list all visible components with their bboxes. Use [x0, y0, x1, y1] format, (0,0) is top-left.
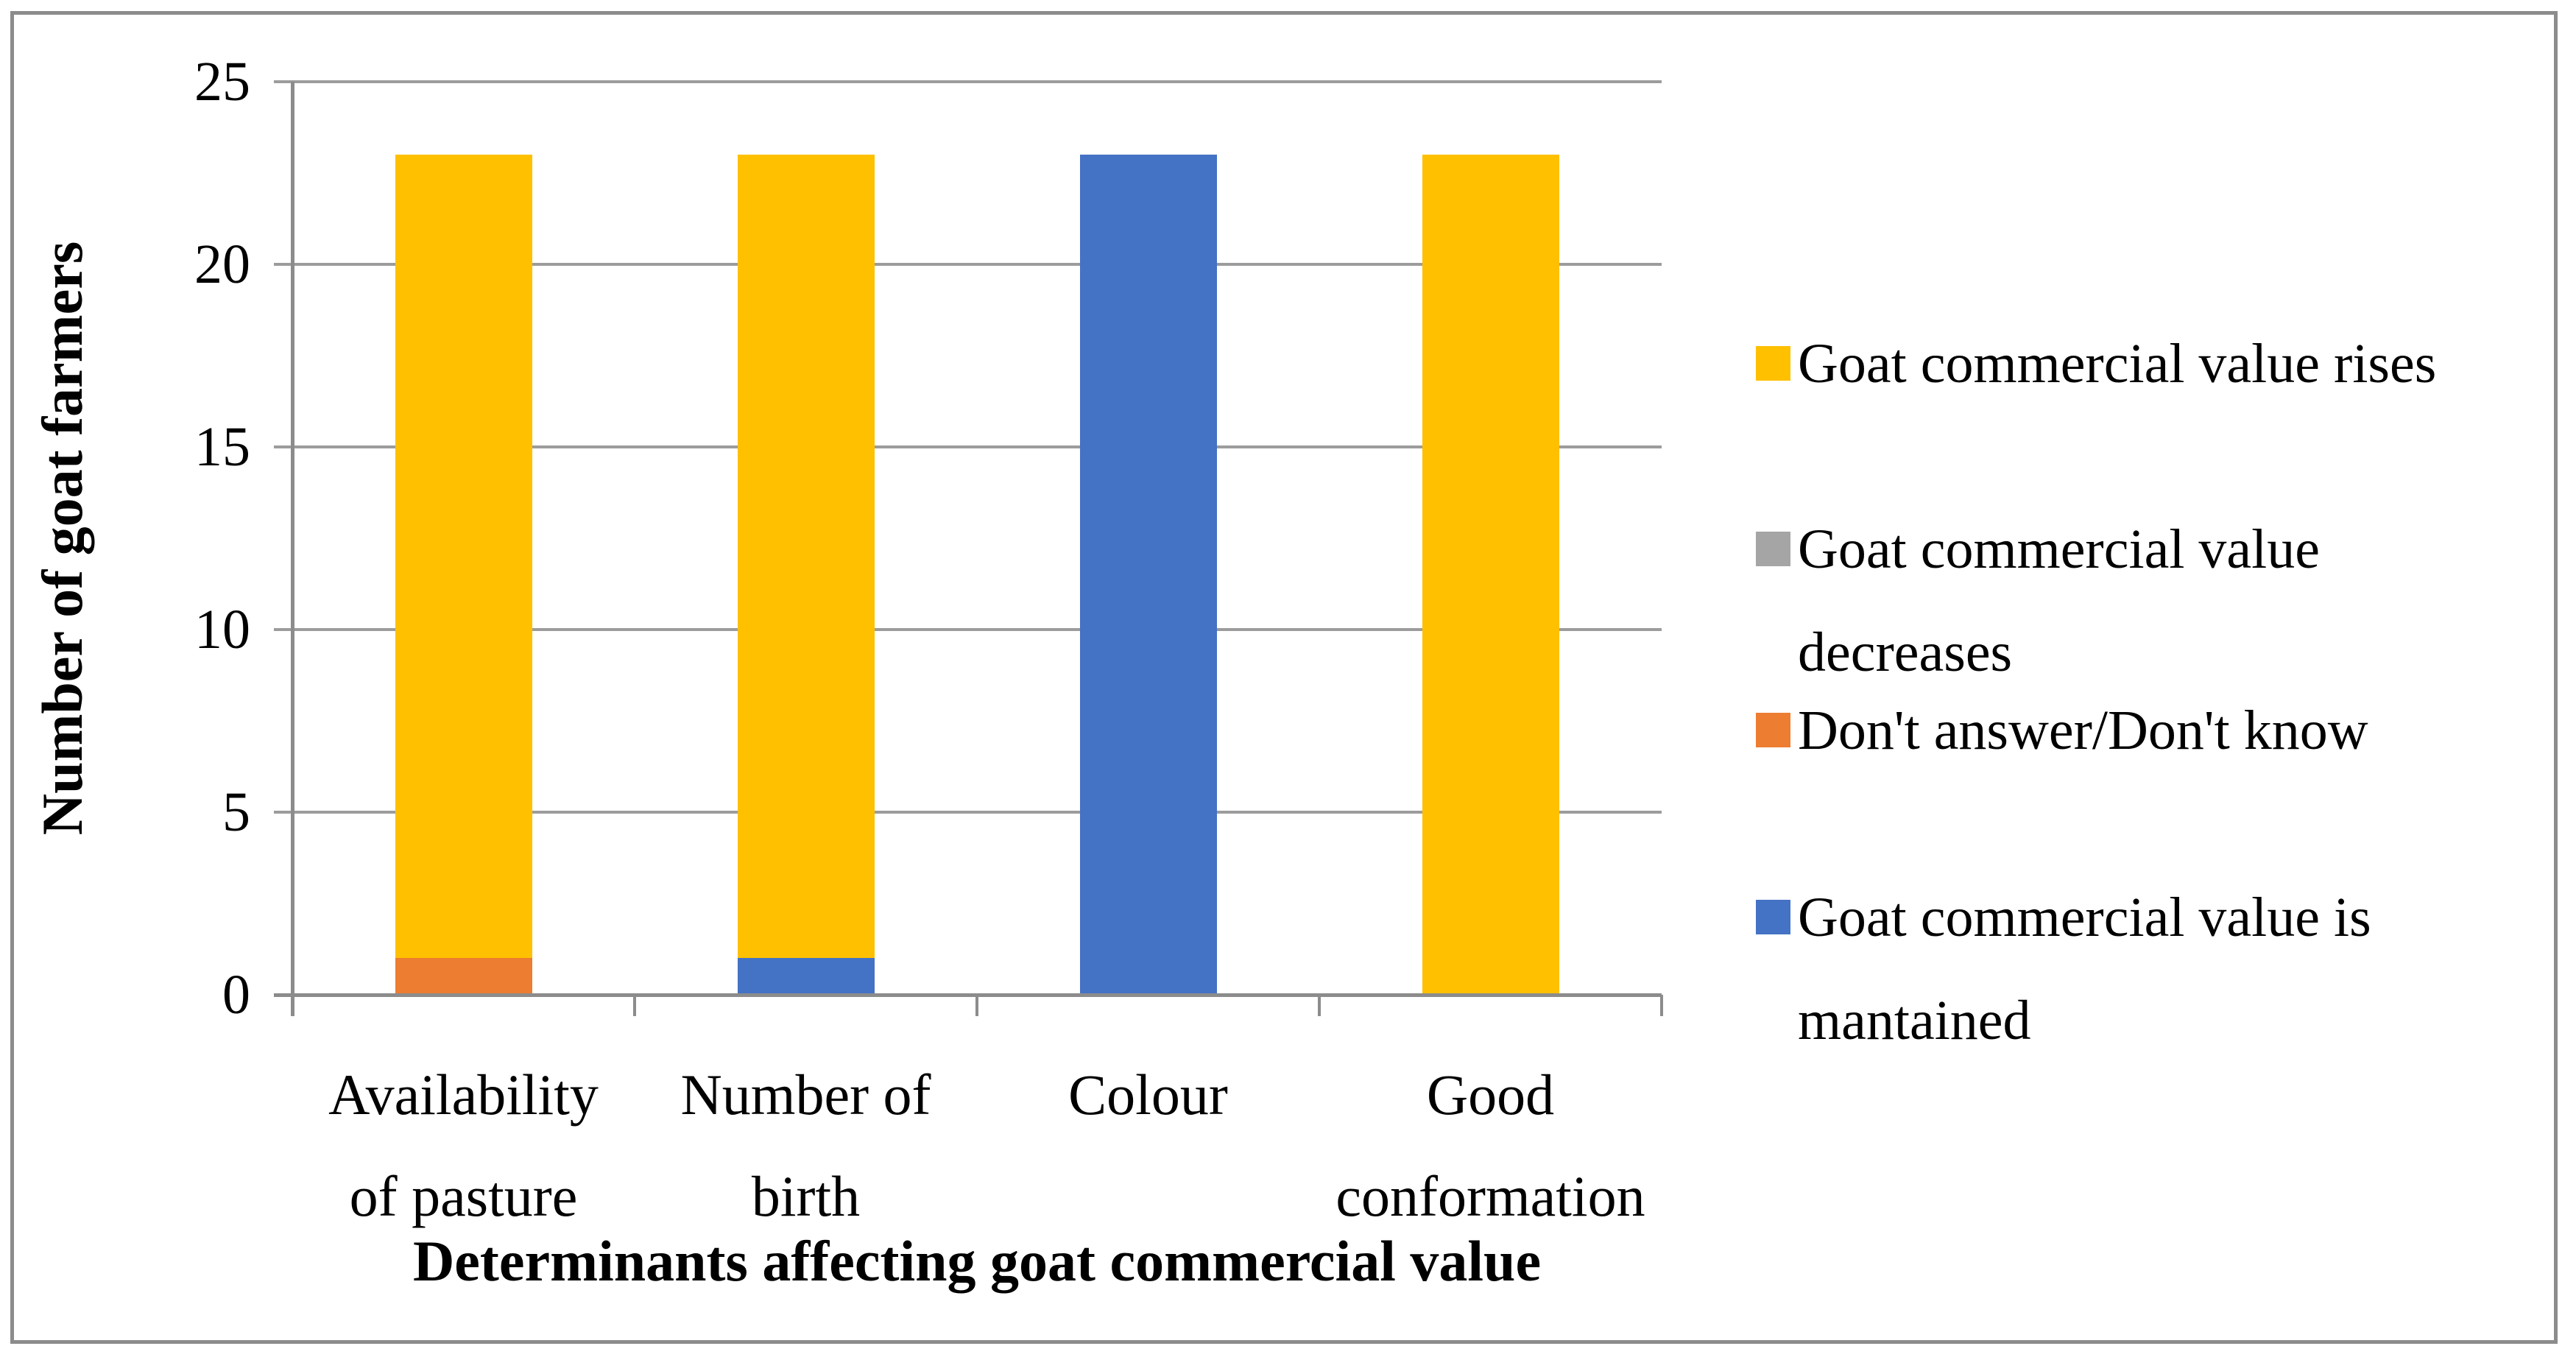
- gridline-y15: [274, 445, 1662, 448]
- gridline-y25: [274, 80, 1662, 83]
- gridline-y10: [274, 628, 1662, 631]
- legend-swatch-1: [1756, 346, 1790, 381]
- y-axis-line: [291, 82, 294, 1016]
- y-tick-label-5: 5: [222, 781, 250, 843]
- legend-swatch-2: [1756, 532, 1790, 566]
- x-axis-line: [274, 993, 1662, 997]
- x-axis-tick: [1318, 995, 1321, 1016]
- bar-segment-1: [395, 155, 532, 959]
- x-axis-tick: [633, 995, 636, 1016]
- legend-swatch-3: [1756, 713, 1790, 747]
- x-axis-title: Determinants affecting goat commercial v…: [412, 1229, 1542, 1293]
- category-label-4: Good conformation: [1335, 1063, 1645, 1228]
- bar-segment-2: [737, 155, 875, 959]
- legend-swatch-4: [1756, 900, 1790, 934]
- legend-label-2: Goat commercial value decreases: [1798, 518, 2321, 683]
- gridline-y5: [274, 811, 1662, 814]
- gridline-y20: [274, 263, 1662, 266]
- y-tick-label-25: 25: [194, 51, 250, 113]
- category-label-2: Number of birth: [680, 1063, 931, 1228]
- y-tick-label-0: 0: [222, 964, 250, 1026]
- legend-label-3: Don't answer/Don't know: [1798, 700, 2368, 761]
- x-axis-tick: [1660, 995, 1663, 1016]
- y-tick-label-20: 20: [194, 233, 250, 295]
- bar-segment-4: [1422, 155, 1559, 995]
- bar-segment-1: [395, 958, 532, 995]
- legend-label-4: Goat commercial value is mantained: [1798, 887, 2371, 1051]
- y-tick-label-10: 10: [194, 599, 250, 660]
- bar-segment-3: [1079, 155, 1217, 995]
- legend-label-1: Goat commercial value rises: [1798, 333, 2437, 395]
- bar-segment-2: [737, 958, 875, 995]
- y-axis-title: Number of goat farmers: [30, 241, 94, 836]
- y-tick-label-15: 15: [194, 416, 250, 478]
- x-axis-tick: [975, 995, 978, 1016]
- category-label-1: Availability of pasture: [328, 1063, 599, 1228]
- category-label-3: Colour: [1068, 1063, 1228, 1127]
